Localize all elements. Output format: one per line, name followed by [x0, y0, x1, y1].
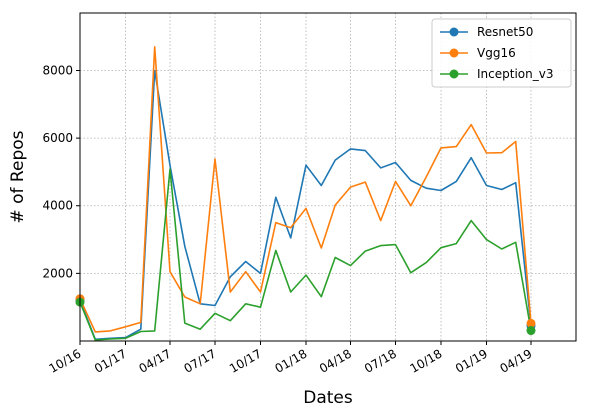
- series-point-vgg16-last: [526, 318, 536, 328]
- legend-swatch-marker: [449, 27, 459, 37]
- end-markers: [75, 294, 536, 336]
- y-tick-label: 4000: [42, 199, 73, 213]
- x-tick-label: 10/17: [227, 346, 264, 375]
- legend-label: Vgg16: [477, 46, 516, 60]
- legend: Resnet50 Vgg16 Inception_v3: [431, 18, 572, 88]
- y-axis-label: # of Repos: [8, 130, 28, 223]
- legend-label: Resnet50: [477, 25, 533, 39]
- x-tick-label: 04/19: [498, 346, 535, 375]
- series-lines: [79, 45, 532, 341]
- x-tick-label: 10/16: [47, 346, 84, 375]
- x-axis-label: Dates: [303, 388, 353, 408]
- y-axis: 2000 4000 6000 8000: [42, 63, 80, 280]
- x-tick-label: 01/17: [92, 346, 129, 375]
- x-tick-label: 04/18: [317, 346, 354, 375]
- legend-box: [431, 18, 572, 88]
- plot-frame: [79, 12, 577, 342]
- x-tick-label: 04/17: [137, 346, 174, 375]
- x-tick-label: 10/18: [408, 346, 445, 375]
- x-axis: 10/16 01/17 04/17 07/17 10/17 01/18 04/18 07/18…: [47, 341, 535, 376]
- x-tick-label: 07/17: [182, 346, 219, 375]
- x-tick-label: 01/19: [453, 346, 490, 375]
- series-point-inception_v3-last: [526, 326, 536, 336]
- series-line-inception_v3: [79, 168, 532, 341]
- x-tick-label: 07/18: [362, 346, 399, 375]
- legend-swatch-marker: [449, 48, 459, 58]
- y-tick-label: 8000: [42, 63, 73, 77]
- legend-label: Inception_v3: [477, 67, 553, 81]
- series-line-vgg16: [79, 45, 532, 333]
- x-tick-label: 01/18: [273, 346, 310, 375]
- y-tick-label: 2000: [42, 266, 73, 280]
- series-line-resnet50: [79, 69, 532, 341]
- y-tick-label: 6000: [42, 131, 73, 145]
- legend-swatch-marker: [449, 69, 459, 79]
